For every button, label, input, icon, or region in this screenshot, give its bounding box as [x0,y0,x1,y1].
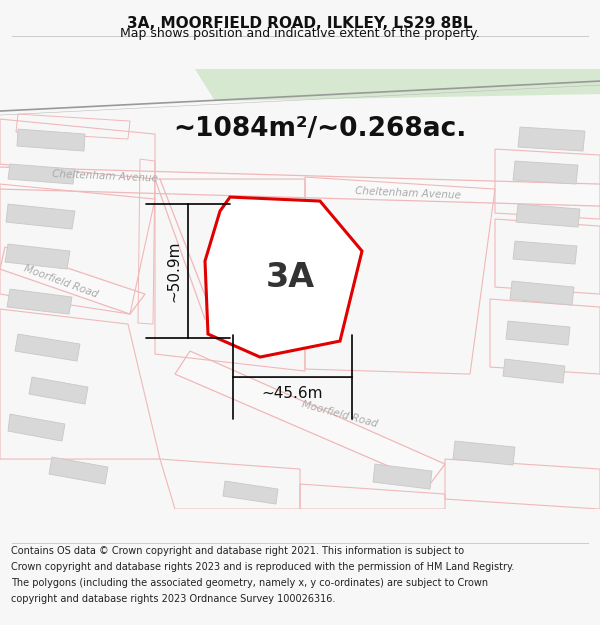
Polygon shape [195,69,600,101]
Text: Cheltenham Avenue: Cheltenham Avenue [52,169,158,183]
Text: 3A, MOORFIELD ROAD, ILKLEY, LS29 8BL: 3A, MOORFIELD ROAD, ILKLEY, LS29 8BL [127,16,473,31]
Polygon shape [516,204,580,227]
Polygon shape [503,359,565,383]
Polygon shape [510,281,574,305]
Polygon shape [49,457,108,484]
Polygon shape [8,414,65,441]
Text: Map shows position and indicative extent of the property.: Map shows position and indicative extent… [120,28,480,41]
Polygon shape [0,247,145,314]
Text: ~45.6m: ~45.6m [262,386,323,401]
Polygon shape [506,321,570,345]
Text: Moorfield Road: Moorfield Road [22,263,99,299]
Polygon shape [8,164,75,184]
Text: ~50.9m: ~50.9m [167,240,182,302]
Text: 3A: 3A [265,261,314,294]
Polygon shape [373,464,432,489]
Polygon shape [513,241,577,264]
Text: The polygons (including the associated geometry, namely x, y co-ordinates) are s: The polygons (including the associated g… [11,578,488,588]
Text: copyright and database rights 2023 Ordnance Survey 100026316.: copyright and database rights 2023 Ordna… [11,594,335,604]
Text: Crown copyright and database rights 2023 and is reproduced with the permission o: Crown copyright and database rights 2023… [11,562,514,572]
Text: ~1084m²/~0.268ac.: ~1084m²/~0.268ac. [173,116,467,142]
Polygon shape [518,127,585,151]
Polygon shape [7,289,72,314]
Polygon shape [5,244,70,269]
Text: Moorfield Road: Moorfield Road [300,399,378,429]
Text: Cheltenham Avenue: Cheltenham Avenue [355,186,461,201]
Polygon shape [17,129,85,151]
Polygon shape [29,377,88,404]
Polygon shape [513,161,578,184]
Text: Contains OS data © Crown copyright and database right 2021. This information is : Contains OS data © Crown copyright and d… [11,546,464,556]
Polygon shape [205,197,362,357]
Polygon shape [6,204,75,229]
Polygon shape [15,334,80,361]
Polygon shape [223,481,278,504]
Polygon shape [453,441,515,465]
Polygon shape [175,351,445,484]
